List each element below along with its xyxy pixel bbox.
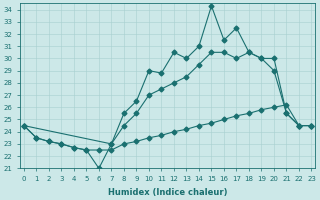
- X-axis label: Humidex (Indice chaleur): Humidex (Indice chaleur): [108, 188, 228, 197]
